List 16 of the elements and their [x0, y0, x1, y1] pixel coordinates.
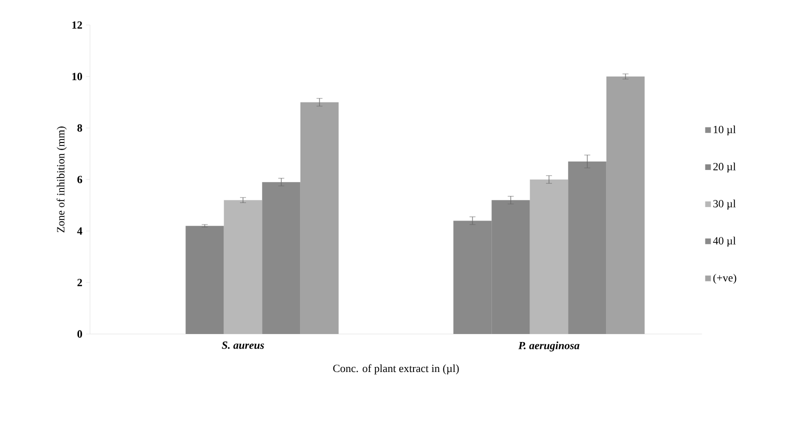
x-axis-title: Conc. of plant extract in (µl) — [333, 364, 459, 374]
legend-label: (+ve) — [713, 274, 736, 284]
y-tick-label: 8 — [77, 124, 82, 132]
x-tick-label: S. aureus — [222, 342, 264, 349]
legend-label: 20 µl — [713, 162, 736, 173]
y-tick-label: 2 — [77, 278, 82, 286]
y-tick-label: 0 — [77, 330, 82, 338]
legend-label: 30 µl — [713, 200, 736, 210]
y-tick-label: 10 — [72, 72, 82, 80]
y-axis-title: Zone of inhibition (mm) — [56, 126, 67, 232]
x-tick-label: P. aeruginosa — [518, 342, 580, 352]
legend-label: 40 µl — [713, 236, 736, 247]
legend-label: 10 µl — [714, 126, 736, 136]
y-tick-label: 6 — [77, 176, 82, 184]
y-tick-label: 12 — [72, 21, 82, 29]
y-tick-label: 4 — [77, 227, 82, 235]
